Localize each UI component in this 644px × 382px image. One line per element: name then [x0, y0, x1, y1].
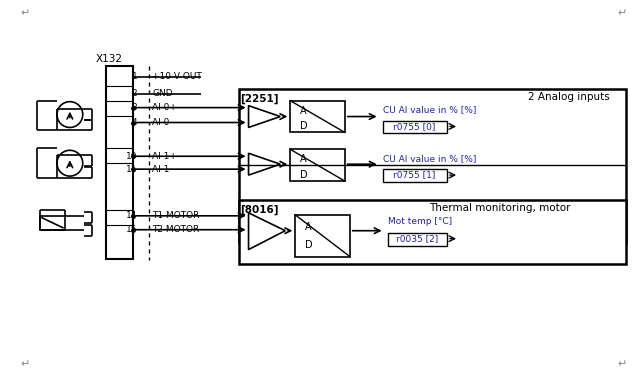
Text: r0035 [2]: r0035 [2] [396, 234, 439, 243]
Text: 2 Analog inputs: 2 Analog inputs [529, 92, 611, 102]
Bar [295, 215, 350, 257]
Text: AI 0+: AI 0+ [152, 103, 177, 112]
Text: Mot temp [°C]: Mot temp [°C] [388, 217, 451, 226]
Text: r0755 [0]: r0755 [0] [393, 122, 435, 131]
Text: 11: 11 [126, 165, 137, 174]
Text: ↵: ↵ [618, 8, 627, 18]
Bar [388, 233, 447, 246]
Text: D: D [300, 170, 308, 180]
Text: AI 1-: AI 1- [152, 165, 173, 174]
Text: r0755 [1]: r0755 [1] [393, 171, 435, 180]
Text: 3: 3 [131, 103, 137, 112]
Bar [239, 89, 626, 243]
Text: A: A [305, 222, 312, 232]
Text: [8016]: [8016] [241, 205, 279, 215]
Text: +10 V OUT: +10 V OUT [152, 72, 202, 81]
Text: 10: 10 [126, 152, 137, 161]
Bar [290, 149, 345, 181]
Bar [383, 120, 447, 133]
Text: GND: GND [152, 89, 173, 98]
Text: 15: 15 [126, 225, 137, 234]
Text: CU AI value in % [%]: CU AI value in % [%] [383, 154, 476, 163]
Bar [290, 101, 345, 133]
Text: T1 MOTOR: T1 MOTOR [152, 211, 200, 220]
Polygon shape [249, 106, 280, 128]
Text: A: A [300, 154, 307, 164]
Text: AI 1+: AI 1+ [152, 152, 177, 161]
Bar [106, 66, 133, 259]
Text: X132: X132 [96, 54, 122, 64]
Text: D: D [305, 240, 313, 249]
Text: 1: 1 [131, 72, 137, 81]
Text: ↵: ↵ [618, 359, 627, 369]
Text: T2 MOTOR: T2 MOTOR [152, 225, 200, 234]
Polygon shape [249, 153, 280, 175]
Text: D: D [300, 121, 308, 131]
Bar [383, 169, 447, 182]
Text: 2: 2 [132, 89, 137, 98]
Text: 14: 14 [126, 211, 137, 220]
Text: A: A [300, 105, 307, 116]
Text: [2251]: [2251] [241, 94, 279, 104]
Polygon shape [249, 213, 285, 249]
Text: 4: 4 [132, 118, 137, 127]
Text: ↵: ↵ [20, 8, 30, 18]
Text: Thermal monitoring, motor: Thermal monitoring, motor [429, 203, 571, 213]
Bar [40, 216, 65, 230]
Text: CU AI value in % [%]: CU AI value in % [%] [383, 105, 476, 114]
Bar [239, 200, 626, 264]
Text: AI 0-: AI 0- [152, 118, 173, 127]
Text: ↵: ↵ [20, 359, 30, 369]
